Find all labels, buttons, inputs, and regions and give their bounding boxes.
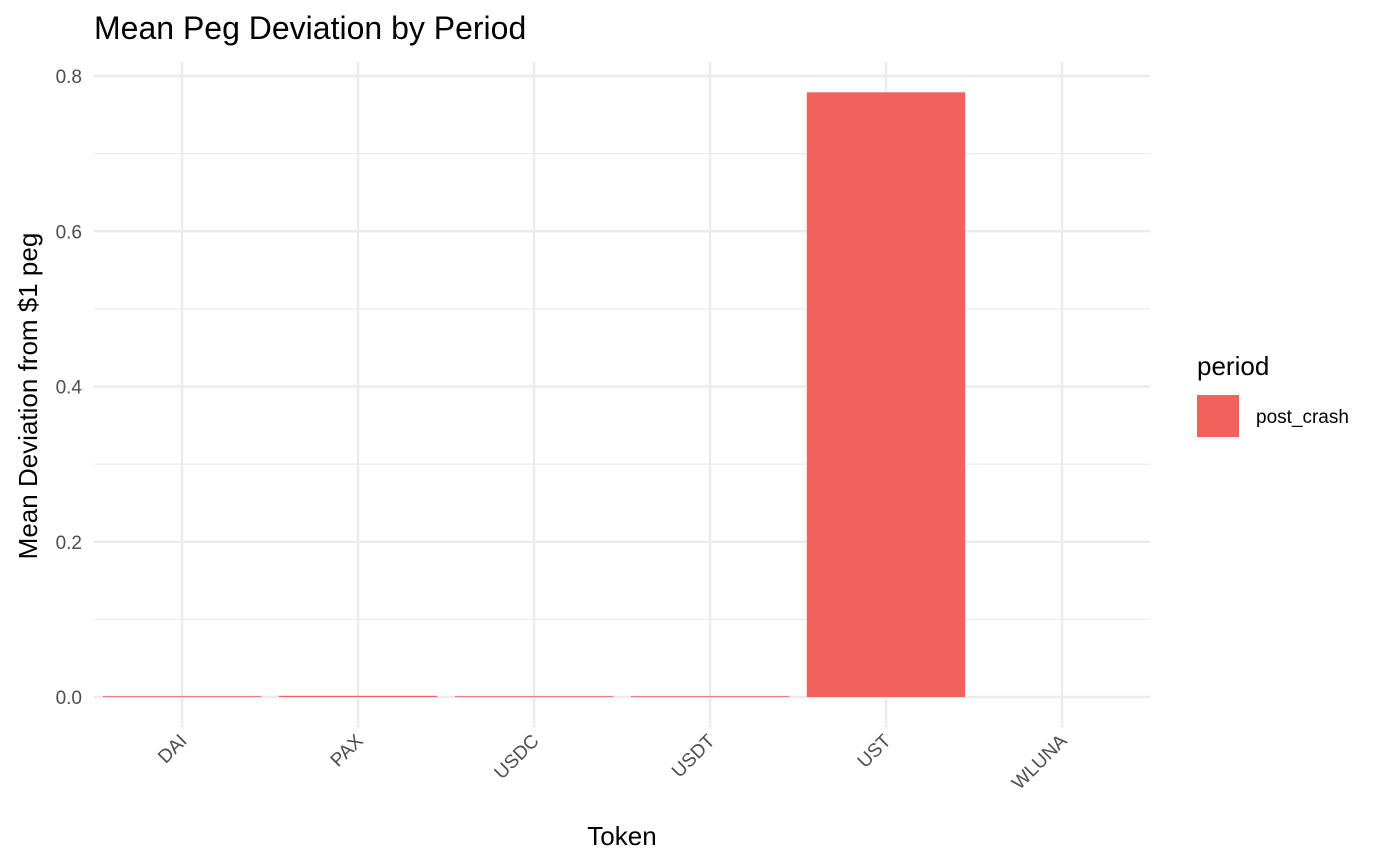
x-tick-label: WLUNA bbox=[1008, 730, 1072, 794]
bar-dai bbox=[102, 696, 262, 697]
y-axis-title: Mean Deviation from $1 peg bbox=[13, 233, 43, 560]
legend-title: period bbox=[1197, 351, 1269, 381]
bar-usdt bbox=[630, 696, 790, 697]
y-tick-label: 0.4 bbox=[56, 378, 83, 399]
chart-title: Mean Peg Deviation by Period bbox=[94, 10, 526, 46]
bar-ust bbox=[806, 92, 966, 697]
x-tick-label: USDT bbox=[668, 730, 720, 782]
y-tick-label: 0.0 bbox=[56, 688, 82, 709]
bars bbox=[102, 92, 966, 697]
legend-swatch-post-crash bbox=[1197, 395, 1239, 437]
bar-usdc bbox=[454, 696, 614, 697]
x-axis-title: Token bbox=[587, 821, 656, 851]
x-tick-label: PAX bbox=[327, 730, 368, 771]
grid-major bbox=[94, 62, 1150, 727]
legend: period post_crash bbox=[1197, 351, 1349, 437]
x-tick-label: UST bbox=[854, 730, 896, 772]
y-tick-label: 0.6 bbox=[56, 222, 82, 243]
legend-label-post-crash: post_crash bbox=[1256, 407, 1349, 428]
x-tick-label: USDC bbox=[491, 731, 544, 784]
y-tick-label: 0.8 bbox=[56, 67, 82, 88]
y-tick-label: 0.2 bbox=[56, 533, 82, 554]
x-axis-ticks: DAI PAX USDC USDT UST WLUNA bbox=[154, 730, 1071, 794]
x-tick-label: DAI bbox=[154, 731, 191, 768]
y-axis-ticks: 0.0 0.2 0.4 0.6 0.8 bbox=[56, 67, 83, 709]
grid-minor bbox=[94, 153, 1150, 620]
bar-pax bbox=[278, 695, 438, 697]
